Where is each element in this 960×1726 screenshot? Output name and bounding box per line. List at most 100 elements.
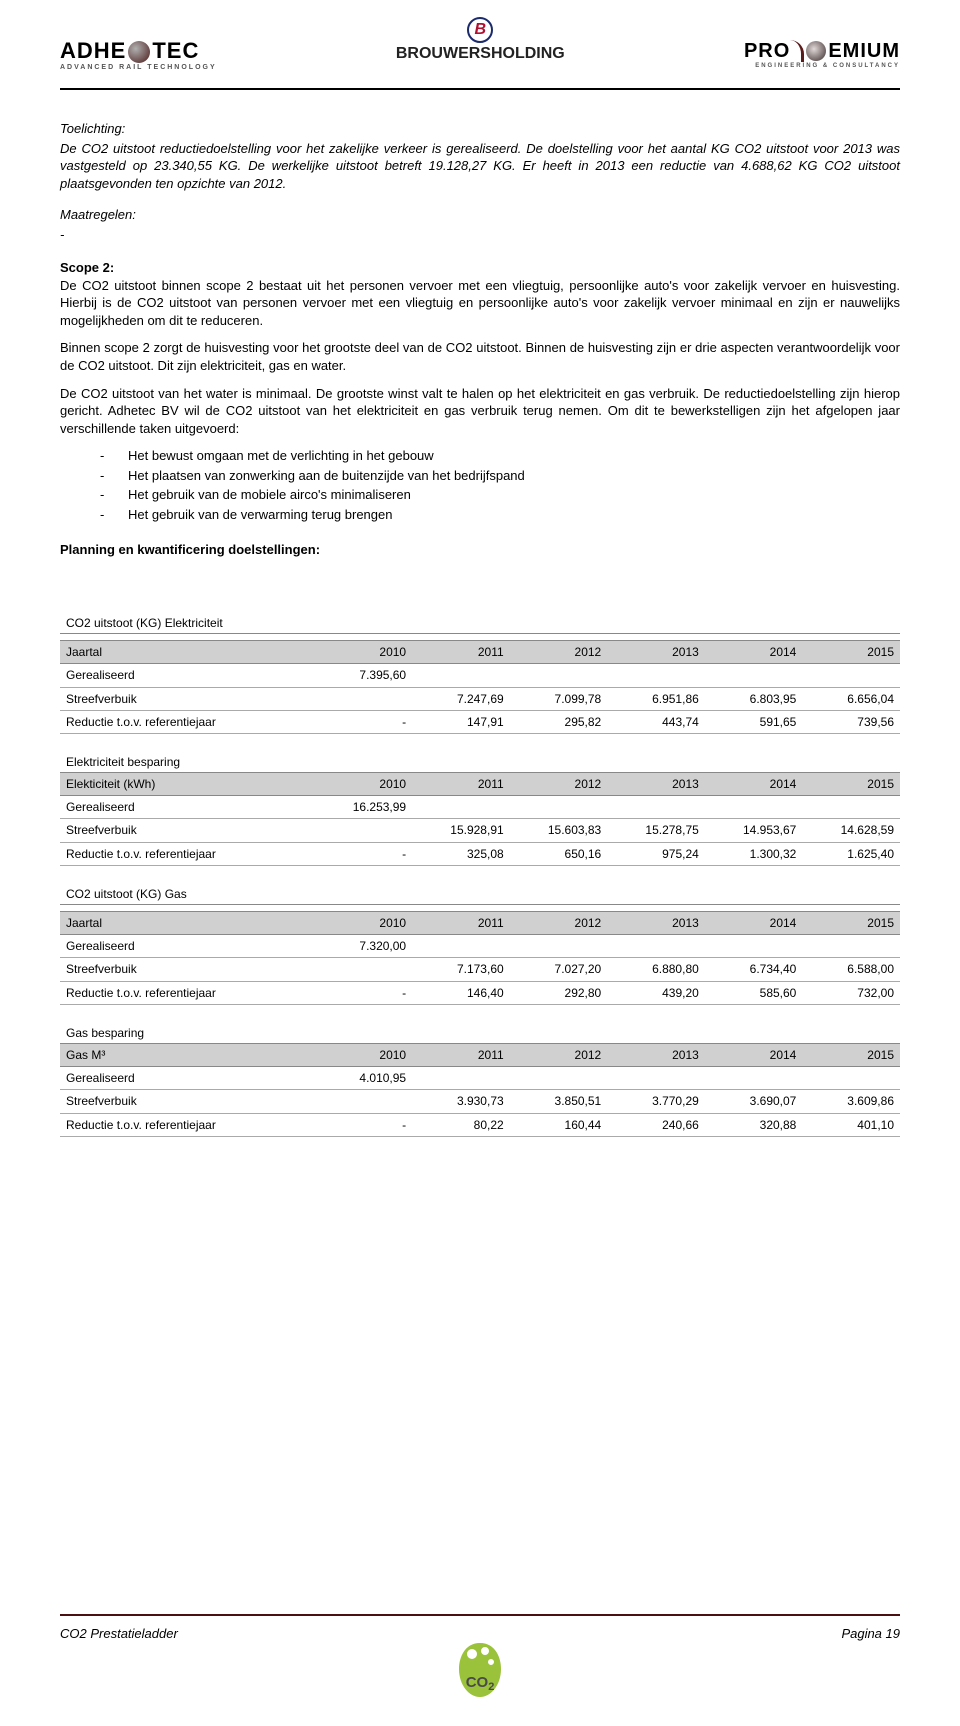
table-cell: 739,56	[802, 710, 900, 733]
footer-left: CO2 Prestatieladder	[60, 1626, 178, 1641]
table-header-cell: 2011	[412, 641, 510, 664]
table-cell	[510, 935, 608, 958]
footer-text: 2	[80, 1626, 87, 1641]
table-header-cell: 2010	[315, 1043, 413, 1066]
table-cell: 4.010,95	[315, 1067, 413, 1090]
table-cell	[607, 664, 705, 687]
table-cell	[705, 796, 803, 819]
table-cell	[510, 664, 608, 687]
table-header-cell: 2013	[607, 1043, 705, 1066]
table-cell	[412, 796, 510, 819]
page-content: Toelichting: De CO2 uitstoot reductiedoe…	[60, 120, 900, 1137]
table-row: Streefverbuik3.930,733.850,513.770,293.6…	[60, 1090, 900, 1113]
table-header-cell: 2014	[705, 773, 803, 796]
scope2-para: De CO2 uitstoot van het water is minimaa…	[60, 385, 900, 438]
toelichting-heading: Toelichting:	[60, 120, 900, 138]
table-cell: 401,10	[802, 1113, 900, 1136]
table-cell	[315, 1090, 413, 1113]
header-logos: ADHETEC ADVANCED RAIL TECHNOLOGY B BROUW…	[60, 20, 900, 90]
table-cell: -	[315, 981, 413, 1004]
footer-text: Prestatieladder	[87, 1626, 178, 1641]
table-cell: 732,00	[802, 981, 900, 1004]
list-item: Het bewust omgaan met de verlichting in …	[100, 447, 900, 465]
row-label: Streefverbuik	[60, 819, 315, 842]
table-header-cell: 2012	[510, 773, 608, 796]
table-header-cell: 2011	[412, 912, 510, 935]
scope2-heading: Scope 2:	[60, 259, 900, 277]
table-header-cell: 2011	[412, 773, 510, 796]
table-cell	[705, 664, 803, 687]
data-table: Gas besparingGas M³201020112012201320142…	[60, 1019, 900, 1137]
table-cell: 146,40	[412, 981, 510, 1004]
table-cell: 7.099,78	[510, 687, 608, 710]
table-cell: -	[315, 1113, 413, 1136]
table-cell: 7.320,00	[315, 935, 413, 958]
table-header-cell: 2014	[705, 912, 803, 935]
table-header-cell: 2010	[315, 912, 413, 935]
list-item: Het gebruik van de verwarming terug bren…	[100, 506, 900, 524]
table-row: Reductie t.o.v. referentiejaar-325,08650…	[60, 842, 900, 865]
table-header-cell: 2015	[802, 1043, 900, 1066]
row-label: Reductie t.o.v. referentiejaar	[60, 842, 315, 865]
data-table: CO2 uitstoot (KG) ElektriciteitJaartal20…	[60, 609, 900, 734]
table-cell: 3.770,29	[607, 1090, 705, 1113]
table-header-cell: 2011	[412, 1043, 510, 1066]
table-cell	[607, 1067, 705, 1090]
table-cell: -	[315, 710, 413, 733]
table-header-cell: 2012	[510, 1043, 608, 1066]
table-cell	[315, 958, 413, 981]
table-row: Reductie t.o.v. referentiejaar-146,40292…	[60, 981, 900, 1004]
table-cell: 975,24	[607, 842, 705, 865]
table-cell: 14.628,59	[802, 819, 900, 842]
table-cell: 292,80	[510, 981, 608, 1004]
table-cell: 160,44	[510, 1113, 608, 1136]
table-cell: 650,16	[510, 842, 608, 865]
table-cell	[607, 796, 705, 819]
logo-text: ADHE	[60, 38, 126, 63]
row-label: Streefverbuik	[60, 958, 315, 981]
logo-adhetec: ADHETEC ADVANCED RAIL TECHNOLOGY	[60, 38, 217, 71]
table-row: Streefverbuik7.173,607.027,206.880,806.7…	[60, 958, 900, 981]
table-cell	[510, 796, 608, 819]
table-cell	[802, 664, 900, 687]
logo-text: EMIUM	[828, 40, 900, 62]
data-table: Elektriciteit besparingElekticiteit (kWh…	[60, 748, 900, 866]
footer-page-number: Pagina 19	[841, 1626, 900, 1641]
row-label: Reductie t.o.v. referentiejaar	[60, 981, 315, 1004]
table-row: Gerealiseerd16.253,99	[60, 796, 900, 819]
table-cell	[705, 1067, 803, 1090]
table-cell: 325,08	[412, 842, 510, 865]
list-item: Het gebruik van de mobiele airco's minim…	[100, 486, 900, 504]
table-cell: -	[315, 842, 413, 865]
table-cell: 7.395,60	[315, 664, 413, 687]
row-label: Gerealiseerd	[60, 796, 315, 819]
tables-container: CO2 uitstoot (KG) ElektriciteitJaartal20…	[60, 609, 900, 1137]
logo-brouwers: B BROUWERSHOLDING	[396, 45, 565, 63]
table-cell: 6.734,40	[705, 958, 803, 981]
table-header-row: Jaartal201020112012201320142015	[60, 912, 900, 935]
table-cell: 439,20	[607, 981, 705, 1004]
planning-heading: Planning en kwantificering doelstellinge…	[60, 541, 900, 559]
table-header-cell: 2010	[315, 773, 413, 796]
table-cell: 6.880,80	[607, 958, 705, 981]
table-cell: 6.951,86	[607, 687, 705, 710]
table-header-cell: 2013	[607, 912, 705, 935]
table-cell: 1.625,40	[802, 842, 900, 865]
table-header-cell: 2013	[607, 773, 705, 796]
table-header-cell: 2010	[315, 641, 413, 664]
row-label: Gerealiseerd	[60, 1067, 315, 1090]
table-cell: 3.690,07	[705, 1090, 803, 1113]
table-title: Elektriciteit besparing	[60, 748, 900, 773]
table-row: Reductie t.o.v. referentiejaar-147,91295…	[60, 710, 900, 733]
row-label: Streefverbuik	[60, 687, 315, 710]
table-row: Reductie t.o.v. referentiejaar-80,22160,…	[60, 1113, 900, 1136]
table-cell	[412, 935, 510, 958]
table-row: Streefverbuik15.928,9115.603,8315.278,75…	[60, 819, 900, 842]
scope2-para: De CO2 uitstoot binnen scope 2 bestaat u…	[60, 277, 900, 330]
table-cell: 240,66	[607, 1113, 705, 1136]
logo-swoosh-icon	[790, 40, 804, 62]
table-header-cell: Gas M³	[60, 1043, 315, 1066]
table-cell	[802, 1067, 900, 1090]
row-label: Reductie t.o.v. referentiejaar	[60, 710, 315, 733]
table-cell	[315, 687, 413, 710]
